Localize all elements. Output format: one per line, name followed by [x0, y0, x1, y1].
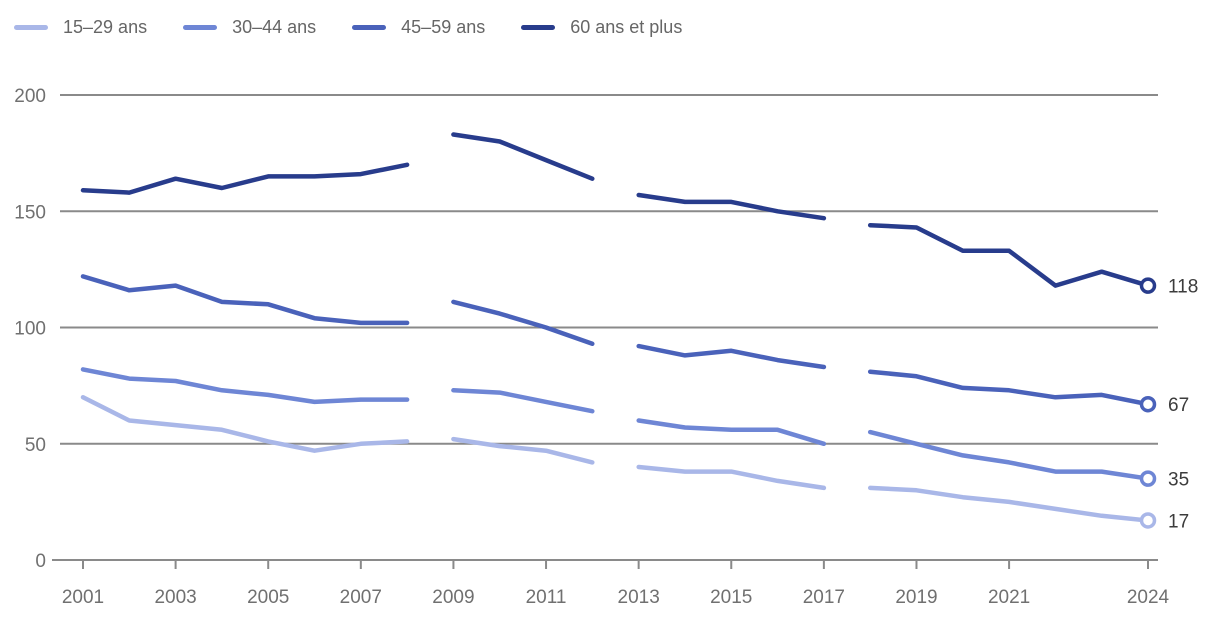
x-axis-label-2007: 2007: [340, 587, 382, 608]
series-3-line-2013-2017: [636, 343, 827, 370]
series-1-end-marker: [1139, 512, 1157, 529]
legend-label: 60 ans et plus: [570, 17, 683, 37]
series-4-line-2009-2012: [451, 132, 595, 181]
series-4-end-label: 118: [1168, 277, 1198, 298]
series-3-line-2009-2012: [451, 299, 595, 347]
legend-label: 30–44 ans: [232, 17, 317, 37]
legend-item-4: 60 ans et plus: [521, 17, 682, 38]
legend-item-1: 15–29 ans: [14, 17, 147, 38]
legend-label: 45–59 ans: [401, 17, 486, 37]
series-4-line-2018-2024: [867, 222, 1151, 288]
series-4-line-2013-2017: [636, 192, 827, 221]
legend-swatch-icon: [183, 25, 218, 30]
x-axis-label-2009: 2009: [432, 587, 474, 608]
y-axis-label-100: 100: [14, 319, 46, 340]
legend-item-3: 45–59 ans: [352, 17, 485, 38]
x-axis-label-2015: 2015: [710, 587, 752, 608]
legend-swatch-icon: [521, 25, 556, 30]
series-3-line-2001-2008: [80, 274, 410, 326]
legend-item-2: 30–44 ans: [183, 17, 316, 38]
y-axis-label-50: 50: [25, 435, 46, 456]
series-2-line-2013-2017: [636, 418, 827, 447]
x-axis-label-2017: 2017: [803, 587, 845, 608]
y-axis-label-0: 0: [35, 551, 46, 572]
x-axis-label-2001: 2001: [62, 587, 104, 608]
legend-swatch-icon: [14, 25, 48, 30]
series-3-line-2018-2024: [867, 369, 1151, 407]
series-1-line-2018-2024: [867, 485, 1151, 523]
series-3-end-marker: [1139, 395, 1157, 413]
x-axis-label-2013: 2013: [618, 587, 660, 608]
x-axis-label-2021: 2021: [988, 587, 1030, 608]
series-4-end-marker: [1139, 277, 1157, 294]
series-2-line-2018-2024: [867, 429, 1151, 481]
x-axis-label-2019: 2019: [895, 587, 937, 608]
y-axis-label-200: 200: [14, 86, 46, 107]
series-2-line-2009-2012: [451, 388, 595, 414]
legend: 15–29 ans 30–44 ans 45–59 ans 60 ans et plu…: [14, 17, 682, 38]
x-axis-label-2011: 2011: [526, 587, 567, 608]
series-1-line-2009-2012: [451, 436, 595, 465]
x-axis-label-2005: 2005: [247, 587, 289, 608]
x-axis-label-2024: 2024: [1127, 587, 1170, 608]
legend-label: 15–29 ans: [63, 17, 148, 37]
series-2-line-2001-2008: [80, 367, 410, 405]
y-axis-label-150: 150: [14, 202, 46, 223]
x-axis-label-2003: 2003: [154, 587, 196, 608]
series-1-line-2001-2008: [80, 395, 410, 453]
series-1-end-label: 17: [1168, 511, 1189, 532]
series-2-end-label: 35: [1168, 470, 1189, 491]
series-1-line-2013-2017: [636, 464, 827, 491]
series-2-end-marker: [1139, 470, 1157, 487]
series-3-end-label: 67: [1168, 395, 1189, 416]
series-4-line-2001-2008: [80, 162, 410, 195]
legend-swatch-icon: [352, 25, 387, 30]
